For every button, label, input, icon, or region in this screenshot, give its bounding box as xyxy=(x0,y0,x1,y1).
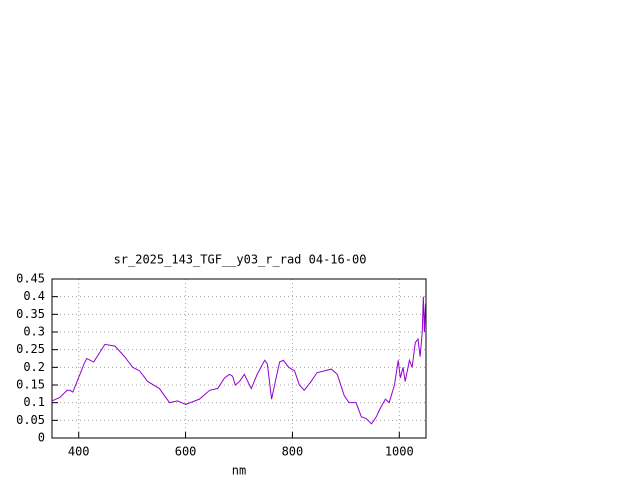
x-tick-label: 800 xyxy=(282,445,304,459)
x-tick-label: 600 xyxy=(175,445,197,459)
data-line xyxy=(51,296,426,425)
y-tick-label: 0.05 xyxy=(16,413,45,427)
plot-border xyxy=(51,278,427,439)
y-tick-label: 0.3 xyxy=(23,325,45,339)
x-tick-label: 400 xyxy=(68,445,90,459)
y-tick-label: 0.15 xyxy=(16,378,45,392)
y-tick-label: 0.1 xyxy=(23,395,45,409)
y-tick-label: 0.25 xyxy=(16,342,45,356)
y-tick-label: 0 xyxy=(38,431,45,445)
x-axis-label: nm xyxy=(232,464,246,478)
y-tick-label: 0.45 xyxy=(16,272,45,286)
y-tick-label: 0.35 xyxy=(16,307,45,321)
y-tick-label: 0.4 xyxy=(23,289,45,303)
y-tick-label: 0.2 xyxy=(23,360,45,374)
chart-title: sr_2025_143_TGF__y03_r_rad 04-16-00 xyxy=(114,253,367,267)
x-tick-label: 1000 xyxy=(385,445,414,459)
